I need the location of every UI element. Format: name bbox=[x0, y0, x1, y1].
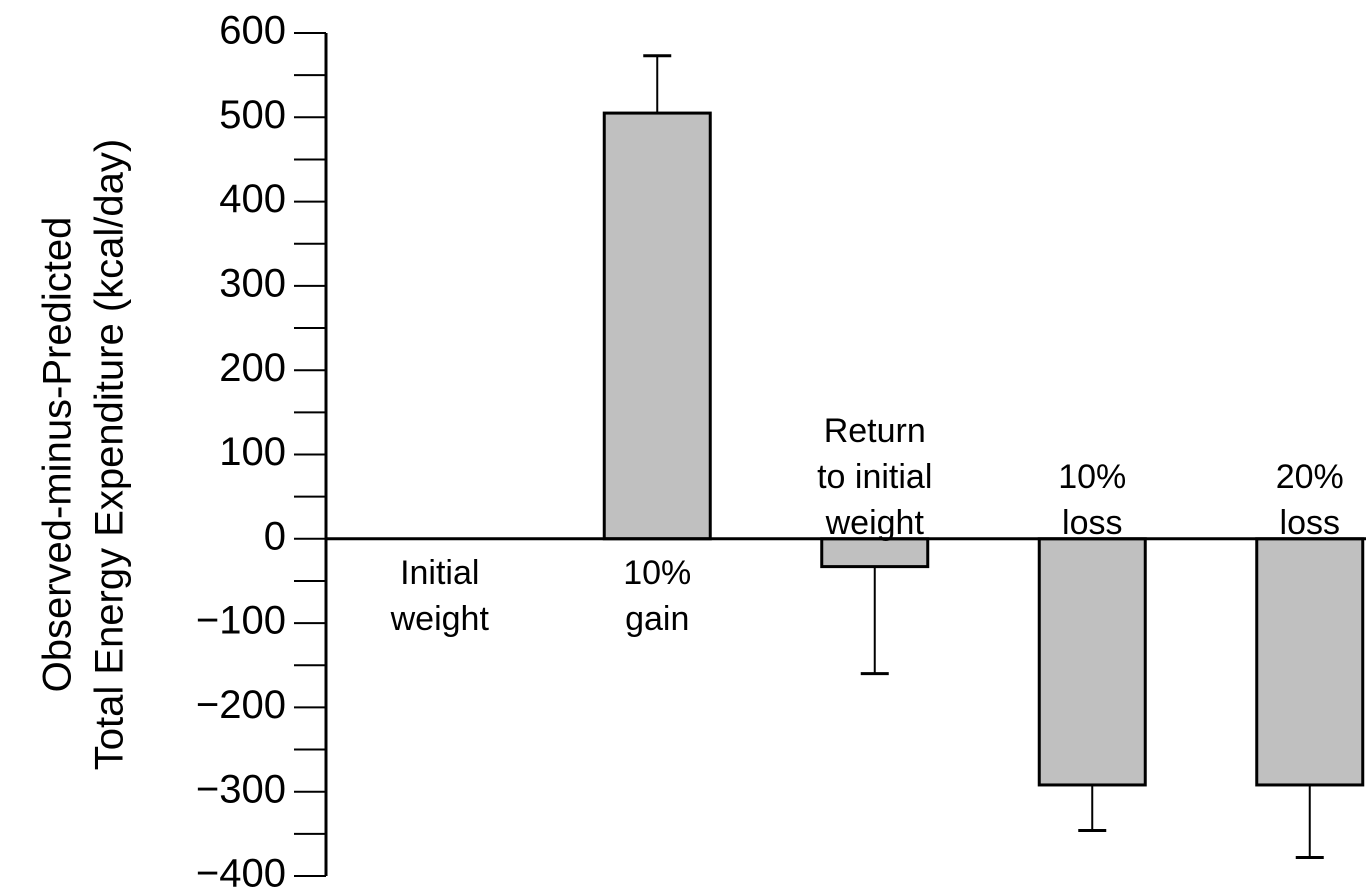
y-axis: 600 500 400 300 200 100 0 −100 −200 −300 −400 bbox=[196, 9, 328, 889]
y-tick-label: −400 bbox=[196, 852, 286, 889]
y-tick-label: 500 bbox=[219, 93, 286, 137]
bar bbox=[1255, 537, 1365, 787]
y-tick-label: −200 bbox=[196, 683, 286, 727]
y-tick-label: 400 bbox=[219, 177, 286, 221]
bar bbox=[1037, 537, 1147, 787]
y-tick-label: 300 bbox=[219, 261, 286, 305]
category-label: Return bbox=[824, 412, 926, 450]
y-tick-label: 100 bbox=[219, 430, 286, 474]
y-axis-label-line: Observed-minus-Predicted bbox=[36, 217, 80, 693]
y-axis-label: Observed-minus-Predicted Total Energy Exp… bbox=[36, 139, 132, 770]
category-label: to initial bbox=[817, 458, 932, 496]
bars bbox=[602, 54, 1365, 859]
y-tick-label: 600 bbox=[219, 9, 286, 53]
y-tick-label: 200 bbox=[219, 346, 286, 390]
category-label: Initial bbox=[400, 554, 479, 592]
y-axis-label-line: Total Energy Expenditure (kcal/day) bbox=[88, 139, 132, 770]
category-labels: Initial weight 10% gain Return to initial weig… bbox=[390, 412, 1344, 638]
category-label: weight bbox=[390, 600, 490, 638]
y-tick-label: 0 bbox=[264, 514, 286, 558]
category-label: gain bbox=[625, 600, 689, 638]
bar bbox=[602, 111, 712, 541]
y-tick-label: −300 bbox=[196, 767, 286, 811]
category-label: loss bbox=[1280, 504, 1340, 542]
category-label: loss bbox=[1062, 504, 1122, 542]
bar bbox=[820, 537, 930, 569]
category-label: 10% bbox=[1058, 458, 1126, 496]
category-label: weight bbox=[825, 504, 925, 542]
category-label: 10% bbox=[623, 554, 691, 592]
category-label: 20% bbox=[1276, 458, 1344, 496]
y-tick-label: −100 bbox=[196, 599, 286, 643]
